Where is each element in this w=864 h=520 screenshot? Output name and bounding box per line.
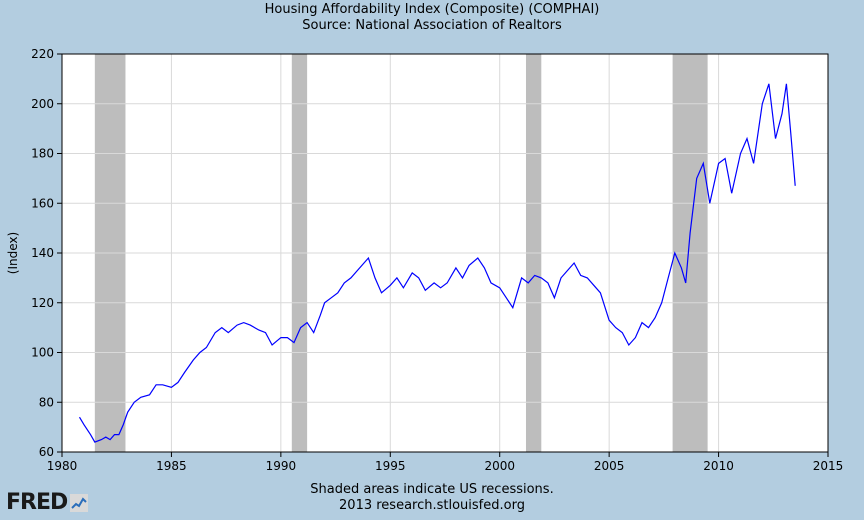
y-tick-label: 60 — [39, 445, 54, 459]
y-tick-label: 80 — [39, 395, 54, 409]
y-axis-label: (Index) — [6, 232, 20, 274]
y-tick-label: 120 — [31, 296, 54, 310]
source-credit: 2013 research.stlouisfed.org — [339, 498, 525, 513]
x-tick-label: 2005 — [594, 459, 625, 473]
y-tick-label: 200 — [31, 97, 54, 111]
axes: 1980 1985 1990 1995 2000 2005 2010 2015 60 80 100 1… — [31, 47, 843, 473]
series-layer — [78, 83, 796, 443]
recession-note: Shaded areas indicate US recessions. — [310, 482, 554, 497]
x-tick-label: 1990 — [266, 459, 297, 473]
chart-logo-icon — [70, 493, 89, 512]
y-tick-label: 100 — [31, 346, 54, 360]
chart-header: Housing Affordability Index (Composite) … — [0, 2, 864, 34]
y-tick-label: 140 — [31, 246, 54, 260]
chart-footer: Shaded areas indicate US recessions. 201… — [0, 482, 864, 514]
series-line-0 — [78, 83, 796, 443]
y-tick-label: 180 — [31, 147, 54, 161]
y-tick-label: 160 — [31, 196, 54, 210]
x-tick-label: 1995 — [375, 459, 406, 473]
x-tick-label: 2015 — [813, 459, 844, 473]
x-tick-label: 2010 — [703, 459, 734, 473]
fred-logo-text: FRED — [6, 490, 68, 515]
chart-source: Source: National Association of Realtors — [302, 18, 562, 33]
fred-logo: FRED — [6, 490, 89, 515]
x-tick-label: 2000 — [484, 459, 515, 473]
x-tick-label: 1980 — [47, 459, 78, 473]
y-tick-label: 220 — [31, 47, 54, 61]
chart-title: Housing Affordability Index (Composite) … — [264, 2, 600, 17]
x-tick-label: 1985 — [156, 459, 187, 473]
gridlines — [62, 54, 828, 452]
